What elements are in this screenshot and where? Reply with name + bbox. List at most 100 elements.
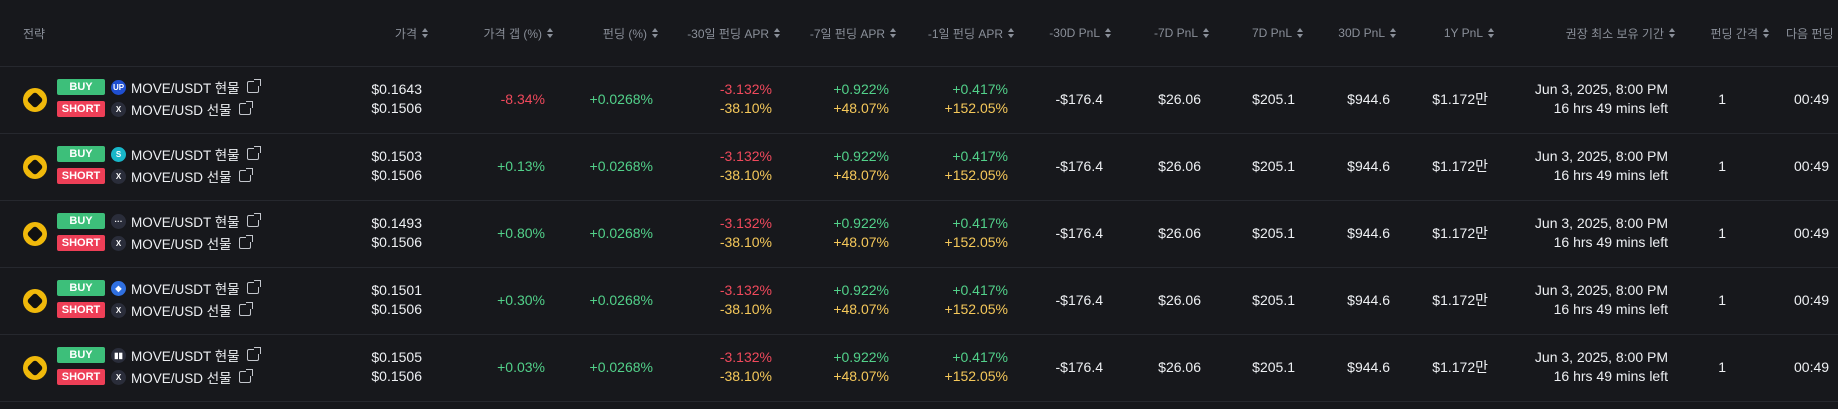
col-price[interactable]: 가격: [395, 24, 428, 42]
col-next[interactable]: 다음 펀딩: [1786, 24, 1834, 42]
col-pnl-7-label: 7D PnL: [1251, 26, 1292, 40]
price-gap: +0.80%: [497, 225, 545, 241]
pnl-7: $205.1: [1252, 158, 1295, 174]
funding-interval: 1: [1718, 292, 1726, 308]
sort-icon[interactable]: [1297, 28, 1303, 38]
col-pnl-1y-label: 1Y PnL: [1443, 26, 1483, 40]
sort-icon[interactable]: [547, 28, 553, 38]
col-strategy: 전략: [23, 24, 45, 42]
sort-icon[interactable]: [1105, 28, 1111, 38]
sort-icon[interactable]: [774, 28, 780, 38]
apr-30d-rate: -3.132%: [719, 349, 772, 365]
col-funding-label: 펀딩 (%): [602, 26, 647, 41]
sort-icon[interactable]: [422, 28, 428, 38]
apr-30d-rate: -3.132%: [719, 81, 772, 97]
col-apr-7d[interactable]: -7일 펀딩 APR: [810, 24, 896, 42]
sort-icon[interactable]: [1008, 28, 1014, 38]
col-funding[interactable]: 펀딩 (%): [603, 24, 658, 42]
swirl-icon: S: [111, 146, 126, 162]
pnl-neg7: $26.06: [1158, 158, 1201, 174]
apr-7d-annual: +48.07%: [833, 368, 889, 384]
table-row[interactable]: BUY S MOVE/USDT 현물 SHORT X MOVE/USD 선물 $…: [0, 134, 1838, 201]
external-link-icon[interactable]: [238, 168, 253, 182]
move-coin-icon: [23, 88, 47, 112]
short-leg: SHORT X MOVE/USD 선물: [57, 234, 253, 252]
apr-7d-rate: +0.922%: [833, 148, 889, 164]
table-row[interactable]: BUY UP MOVE/USDT 현물 SHORT X MOVE/USD 선물 …: [0, 67, 1838, 134]
up-icon: UP: [111, 79, 126, 95]
external-link-icon[interactable]: [246, 213, 261, 227]
apr-30d-rate: -3.132%: [719, 282, 772, 298]
table-row[interactable]: BUY ··· MOVE/USDT 현물 SHORT X MOVE/USD 선물…: [0, 201, 1838, 268]
buy-leg: BUY ▮▮ MOVE/USDT 현물: [57, 346, 261, 364]
external-link-icon[interactable]: [246, 146, 261, 160]
external-link-icon[interactable]: [238, 369, 253, 383]
sort-icon[interactable]: [1488, 28, 1494, 38]
apr-30d-rate: -3.132%: [719, 215, 772, 231]
table-row[interactable]: BUY ◆ MOVE/USDT 현물 SHORT X MOVE/USD 선물 $…: [0, 268, 1838, 335]
col-pnl-neg7[interactable]: -7D PnL: [1154, 24, 1209, 42]
funding-rate: +0.0268%: [589, 359, 653, 375]
sort-icon[interactable]: [1763, 28, 1769, 38]
apr-7d-rate: +0.922%: [833, 282, 889, 298]
col-apr-1d[interactable]: -1일 펀딩 APR: [928, 24, 1014, 42]
x-icon: X: [111, 369, 126, 385]
move-coin-icon: [23, 289, 47, 313]
col-interval[interactable]: 펀딩 간격: [1711, 24, 1769, 42]
pnl-30: $944.6: [1347, 225, 1390, 241]
pnl-neg30: -$176.4: [1055, 359, 1103, 375]
sort-icon[interactable]: [652, 28, 658, 38]
funding-interval: 1: [1718, 158, 1726, 174]
col-price-gap-label: 가격 갭 (%): [483, 26, 542, 41]
funding-interval: 1: [1718, 91, 1726, 107]
col-apr-30d[interactable]: -30일 펀딩 APR: [687, 24, 780, 42]
sort-icon[interactable]: [1669, 28, 1675, 38]
sort-icon[interactable]: [1203, 28, 1209, 38]
sort-icon[interactable]: [1390, 28, 1396, 38]
short-pair: MOVE/USD 선물: [131, 103, 232, 118]
price-short: $0.1506: [371, 234, 422, 250]
col-pnl-30[interactable]: 30D PnL: [1338, 24, 1396, 42]
apr-7d-rate: +0.922%: [833, 349, 889, 365]
col-pnl-7[interactable]: 7D PnL: [1252, 24, 1303, 42]
buy-badge: BUY: [57, 213, 105, 229]
external-link-icon[interactable]: [238, 101, 253, 115]
buy-leg: BUY S MOVE/USDT 현물: [57, 145, 261, 163]
hold-left: 16 hrs 49 mins left: [1553, 234, 1668, 250]
dots-icon: ···: [111, 213, 126, 229]
move-coin-icon: [23, 222, 47, 246]
short-leg: SHORT X MOVE/USD 선물: [57, 368, 253, 386]
price-buy: $0.1493: [371, 215, 422, 231]
hold-date: Jun 3, 2025, 8:00 PM: [1534, 148, 1668, 164]
sort-icon[interactable]: [890, 28, 896, 38]
table-header: 전략 가격 가격 갭 (%) 펀딩 (%) -30일 펀딩 APR -7일 펀딩…: [0, 0, 1838, 67]
col-min-hold[interactable]: 권장 최소 보유 기간: [1566, 24, 1675, 42]
external-link-icon[interactable]: [238, 302, 253, 316]
next-funding: 00:49: [1794, 359, 1830, 375]
x-icon: X: [111, 235, 126, 251]
external-link-icon[interactable]: [246, 347, 261, 361]
external-link-icon[interactable]: [238, 235, 253, 249]
table-row[interactable]: BUY ▮▮ MOVE/USDT 현물 SHORT X MOVE/USD 선물 …: [0, 335, 1838, 402]
price-short: $0.1506: [371, 368, 422, 384]
short-badge: SHORT: [57, 101, 105, 117]
apr-7d-annual: +48.07%: [833, 301, 889, 317]
short-leg: SHORT X MOVE/USD 선물: [57, 301, 253, 319]
buy-badge: BUY: [57, 347, 105, 363]
x-icon: X: [111, 101, 126, 117]
col-pnl-neg30-label: -30D PnL: [1049, 26, 1100, 40]
short-pair: MOVE/USD 선물: [131, 371, 232, 386]
price-gap: -8.34%: [500, 91, 545, 107]
hold-left: 16 hrs 49 mins left: [1553, 368, 1668, 384]
external-link-icon[interactable]: [246, 79, 261, 93]
apr-1d-rate: +0.417%: [952, 148, 1008, 164]
col-price-gap[interactable]: 가격 갭 (%): [484, 24, 553, 42]
pnl-neg7: $26.06: [1158, 225, 1201, 241]
move-coin-icon: [23, 155, 47, 179]
col-pnl-neg30[interactable]: -30D PnL: [1049, 24, 1111, 42]
x-icon: X: [111, 302, 126, 318]
col-pnl-1y[interactable]: 1Y PnL: [1444, 24, 1494, 42]
external-link-icon[interactable]: [246, 280, 261, 294]
apr-1d-rate: +0.417%: [952, 349, 1008, 365]
